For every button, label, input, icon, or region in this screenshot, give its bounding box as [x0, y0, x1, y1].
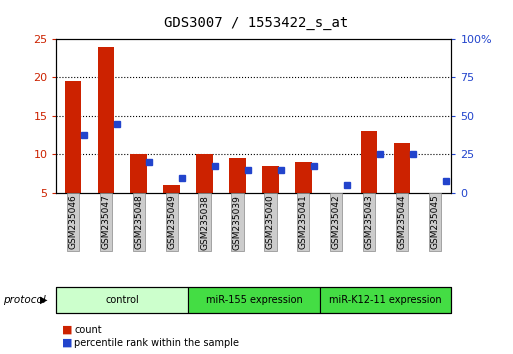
Text: GSM235049: GSM235049 — [167, 195, 176, 250]
Text: count: count — [74, 325, 102, 335]
Text: miR-155 expression: miR-155 expression — [206, 295, 302, 305]
Text: ■: ■ — [62, 325, 72, 335]
Text: GSM235041: GSM235041 — [299, 195, 308, 250]
Text: GSM235042: GSM235042 — [332, 195, 341, 249]
Text: GDS3007 / 1553422_s_at: GDS3007 / 1553422_s_at — [164, 16, 349, 30]
Text: control: control — [105, 295, 139, 305]
Text: percentile rank within the sample: percentile rank within the sample — [74, 338, 240, 348]
Text: miR-K12-11 expression: miR-K12-11 expression — [329, 295, 442, 305]
Bar — [295, 162, 311, 193]
Text: GSM235039: GSM235039 — [233, 195, 242, 250]
Bar — [130, 154, 147, 193]
Text: GSM235045: GSM235045 — [430, 195, 440, 250]
Text: ■: ■ — [62, 338, 72, 348]
Text: GSM235038: GSM235038 — [200, 195, 209, 250]
Bar — [196, 154, 213, 193]
Text: GSM235040: GSM235040 — [266, 195, 275, 250]
Bar — [164, 185, 180, 193]
Text: ▶: ▶ — [40, 295, 47, 305]
Text: GSM235043: GSM235043 — [365, 195, 373, 250]
Bar — [262, 166, 279, 193]
Bar — [229, 158, 246, 193]
Bar — [394, 143, 410, 193]
Text: GSM235044: GSM235044 — [398, 195, 407, 249]
Bar — [361, 131, 378, 193]
Text: GSM235047: GSM235047 — [101, 195, 110, 250]
Bar — [97, 47, 114, 193]
Text: GSM235048: GSM235048 — [134, 195, 143, 250]
Text: GSM235046: GSM235046 — [68, 195, 77, 250]
Text: protocol: protocol — [3, 295, 45, 305]
Bar — [65, 81, 81, 193]
